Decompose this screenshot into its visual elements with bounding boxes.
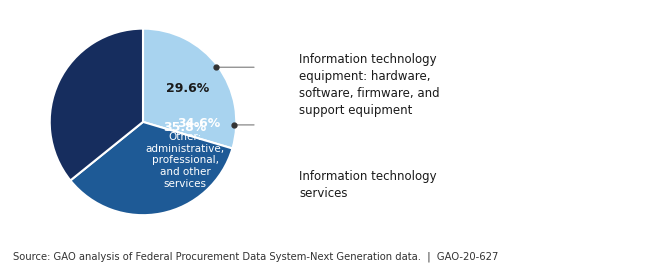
Wedge shape [70,122,233,215]
Text: Source: GAO analysis of Federal Procurement Data System-Next Generation data.  |: Source: GAO analysis of Federal Procurem… [13,252,499,262]
Text: 35.8%: 35.8% [164,121,207,134]
Text: Other:
administrative,
professional,
and other
services: Other: administrative, professional, and… [146,132,225,188]
Wedge shape [49,29,143,180]
Text: 29.6%: 29.6% [166,82,209,95]
Wedge shape [143,29,237,148]
Text: Information technology
equipment: hardware,
software, firmware, and
support equi: Information technology equipment: hardwa… [299,53,439,117]
Text: Information technology
services: Information technology services [299,170,437,200]
Text: 34.6%: 34.6% [177,117,220,130]
